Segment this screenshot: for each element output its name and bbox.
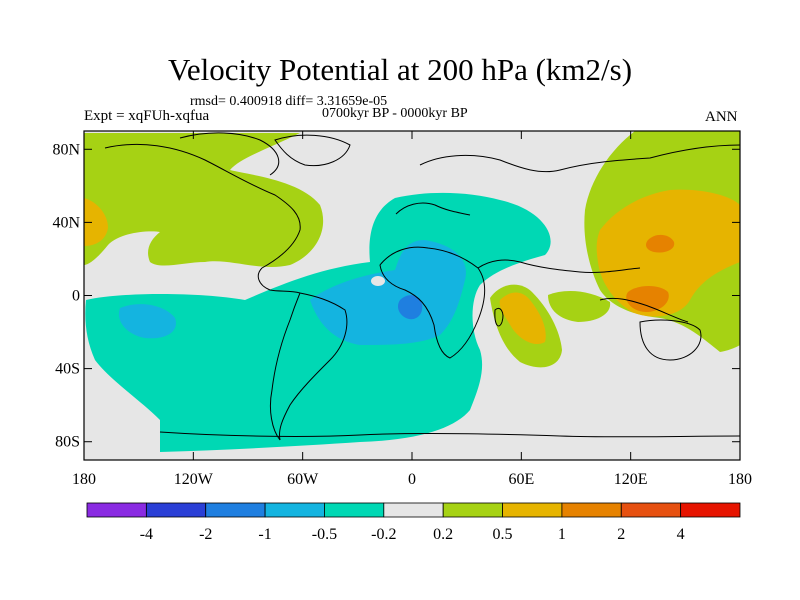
colorbar-swatch [442,502,503,518]
colorbar-label: -2 [199,526,212,543]
colorbar-swatch [264,502,325,518]
x-tick-label: 120E [614,471,648,488]
experiment-label: Expt = xqFUh-xqfua [84,108,210,124]
x-tick-label: 180 [728,471,752,488]
positive-region-north-pacific-america [84,133,324,267]
y-tick-label: 40S [55,361,80,378]
colorbar-label: 2 [617,526,625,543]
colorbar-swatch [145,502,207,518]
colorbar-swatch [502,502,563,518]
negative-region-mid-cyan [310,240,466,345]
colorbar-label: -1 [258,526,271,543]
x-tick-label: 0 [408,471,416,488]
positive-region-africa-indian-yellow [499,292,546,345]
season-label: ANN [705,109,738,125]
colorbar-label: 1 [558,526,566,543]
y-tick-label: 40N [52,214,80,231]
colorbar-label: -4 [140,526,153,543]
colorbar-swatch [324,502,385,518]
positive-region-asia-yellow [596,189,740,317]
colorbar-label: 4 [677,526,685,543]
positive-region-indian-ocean [548,290,611,322]
x-axis-ticks: 180 120W 60W 0 60E 120E 180 [72,131,752,488]
x-tick-label: 60W [287,471,319,488]
y-tick-label: 0 [72,288,80,305]
positive-region-asia-orange-1 [646,234,675,253]
y-tick-label: 80S [55,434,80,451]
x-tick-label: 60E [508,471,534,488]
positive-region-asia-orange-2 [626,286,669,312]
map-field [84,131,740,460]
colorbar-swatch [680,502,741,518]
negative-region-pacific-cyan [118,304,176,339]
positive-region-north-pacific-yellow [84,198,108,246]
colorbar-swatch [620,502,682,518]
x-tick-label: 120W [174,471,214,488]
negative-center-blue [398,295,423,320]
colorbar-label: 0.2 [433,526,453,543]
colorbar-label: 0.5 [493,526,513,543]
coastlines [104,132,740,441]
rmsd-diff-stats: rmsd= 0.400918 diff= 3.31659e-05 [190,94,388,109]
neutral-hole [371,276,385,286]
colorbar-swatch [205,502,266,518]
colorbar-swatch [86,502,147,518]
colorbar-label: -0.5 [312,526,337,543]
colorbar-label: -0.2 [371,526,396,543]
y-axis-ticks: 80N 40N 0 40S 80S [52,141,740,451]
x-tick-label: 180 [72,471,96,488]
colorbar-swatch [561,502,622,518]
page-title: Velocity Potential at 200 hPa (km2/s) [167,52,633,87]
period-label: 0700kyr BP - 0000kyr BP [322,106,468,121]
y-tick-label: 80N [52,141,80,158]
colorbar-swatch [383,502,444,518]
